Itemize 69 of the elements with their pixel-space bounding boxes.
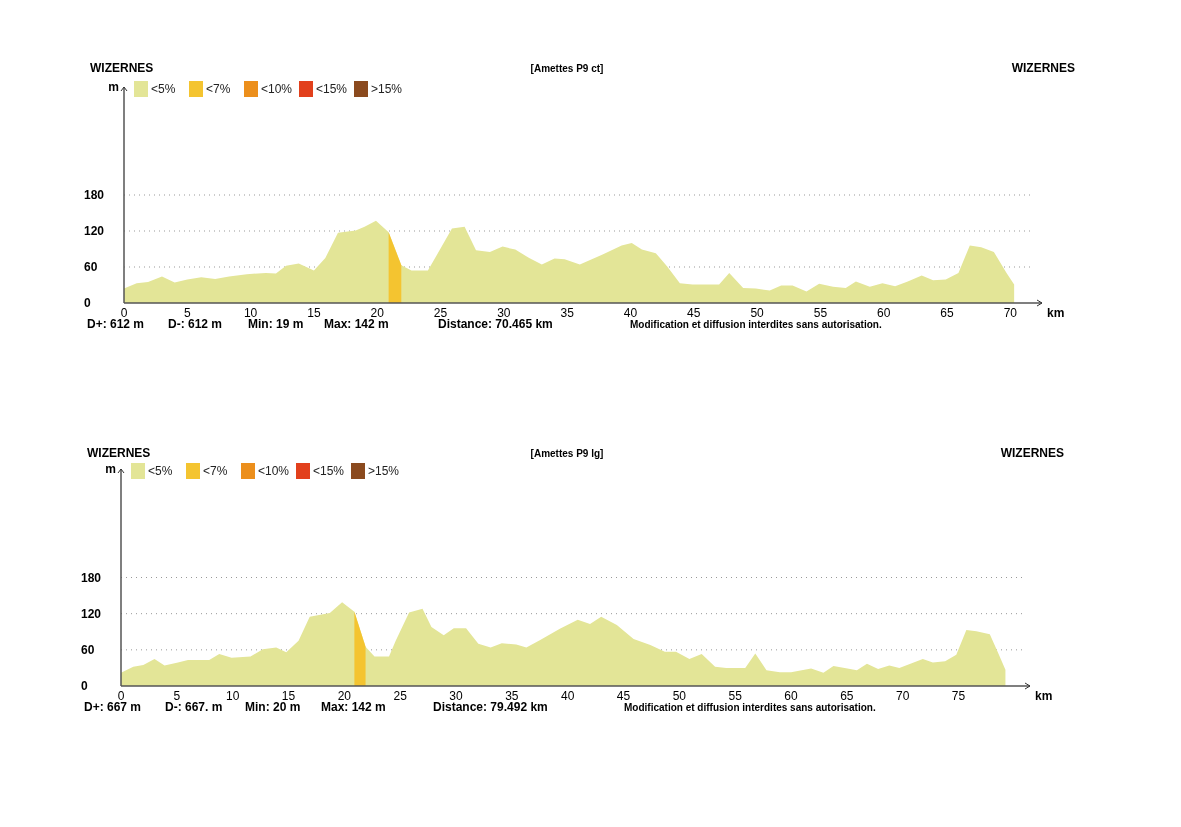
text: Distance: 79.492 km <box>433 700 548 714</box>
x-tick-label: 40 <box>623 306 638 320</box>
text: Max: 142 m <box>321 700 386 714</box>
text: Modification et diffusion interdites sans autorisation. <box>630 319 882 330</box>
text: D+: 667 m <box>84 700 142 714</box>
y-tick-label: 60 <box>84 260 98 275</box>
legend-label: <5% <box>148 464 173 478</box>
text: Distance: 70.465 km <box>438 317 553 331</box>
x-tick-label: 70 <box>1003 306 1018 320</box>
legend-label: <5% <box>151 82 176 96</box>
chart-title: [Amettes P9 lg] <box>530 448 604 459</box>
text: WIZERNES <box>87 446 151 460</box>
x-axis-title: km <box>1035 689 1053 703</box>
x-tick-label: 60 <box>877 306 891 320</box>
x-tick-label: 0 <box>117 689 125 703</box>
x-tick-label: 50 <box>672 689 687 703</box>
x-tick-label: 35 <box>505 689 519 703</box>
text: Min: 20 m <box>245 700 301 714</box>
x-tick-label: 10 <box>225 689 240 703</box>
chart-title: [Amettes P9 ct] <box>530 63 604 74</box>
y-axis-title: m <box>105 462 116 476</box>
x-tick-label: 0 <box>120 306 128 320</box>
text: Modification et diffusion interdites sans autorisation. <box>624 702 876 713</box>
text: WIZERNES <box>1011 61 1075 75</box>
legend-label: >15% <box>371 82 403 96</box>
x-tick-label: 5 <box>173 689 181 703</box>
x-tick-label: 25 <box>433 306 448 320</box>
legend-label: <7% <box>203 464 228 478</box>
x-tick-label: 5 <box>183 306 191 320</box>
x-tick-label: 10 <box>243 306 258 320</box>
x-tick-label: 50 <box>750 306 765 320</box>
legend-label: >15% <box>368 464 400 478</box>
x-tick-label: 25 <box>393 689 408 703</box>
text: Min: 19 m <box>248 317 304 331</box>
x-axis-title: km <box>1047 306 1065 320</box>
text: D-: 667. m <box>165 700 223 714</box>
text: D-: 612 m <box>168 317 223 331</box>
x-tick-label: 30 <box>449 689 464 703</box>
x-tick-label: 60 <box>784 689 799 703</box>
y-tick-label: 120 <box>84 224 105 239</box>
x-tick-label: 45 <box>687 306 701 320</box>
legend-label: <15% <box>313 464 345 478</box>
y-tick-label: 60 <box>81 643 95 658</box>
y-tick-label: 120 <box>81 606 102 621</box>
legend-label: <15% <box>316 82 348 96</box>
y-tick-label: 180 <box>84 188 105 203</box>
legend-label: <10% <box>258 464 290 478</box>
x-tick-label: 75 <box>951 689 966 703</box>
x-tick-label: 55 <box>728 689 743 703</box>
y-axis-title: m <box>108 80 119 94</box>
x-tick-label: 40 <box>561 689 575 703</box>
y-tick-label: 180 <box>81 570 102 585</box>
x-tick-label: 55 <box>813 306 828 320</box>
x-tick-label: 35 <box>560 306 575 320</box>
text: Max: 142 m <box>324 317 389 331</box>
x-tick-label: 70 <box>896 689 910 703</box>
text: WIZERNES <box>90 61 154 75</box>
x-tick-label: 30 <box>497 306 511 320</box>
x-tick-label: 65 <box>940 306 955 320</box>
text: D+: 612 m <box>87 317 145 331</box>
legend-label: <10% <box>261 82 293 96</box>
text: WIZERNES <box>1000 446 1064 460</box>
x-tick-label: 20 <box>337 689 352 703</box>
x-tick-label: 15 <box>281 689 296 703</box>
x-tick-label: 20 <box>370 306 385 320</box>
x-tick-label: 65 <box>840 689 854 703</box>
x-tick-label: 15 <box>307 306 321 320</box>
x-tick-label: 45 <box>616 689 631 703</box>
legend-label: <7% <box>206 82 231 96</box>
